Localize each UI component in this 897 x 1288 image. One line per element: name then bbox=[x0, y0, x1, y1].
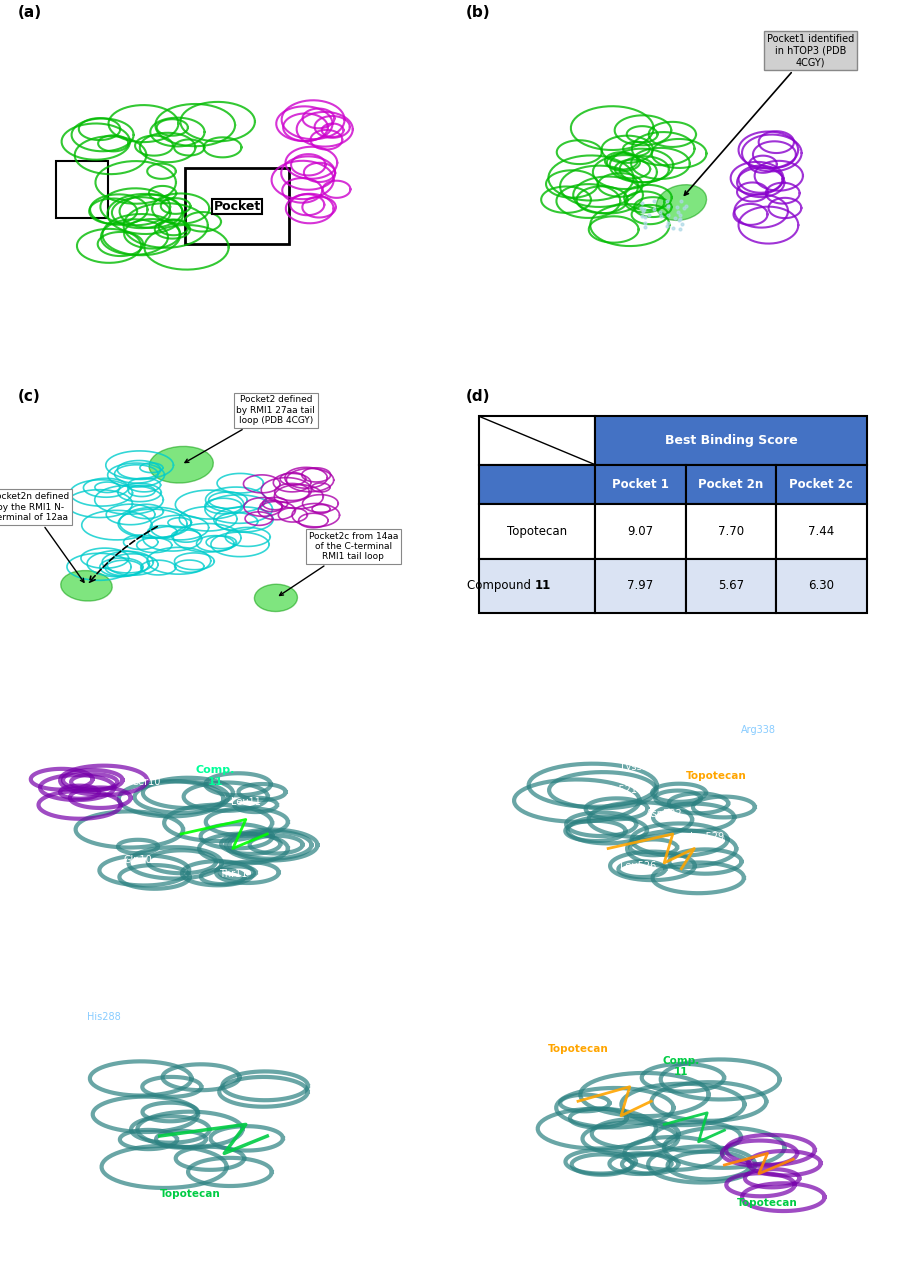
Text: Pro98: Pro98 bbox=[103, 733, 130, 743]
Text: (e): (e) bbox=[18, 698, 41, 712]
Text: 9.07: 9.07 bbox=[627, 524, 654, 538]
FancyBboxPatch shape bbox=[685, 465, 776, 504]
FancyBboxPatch shape bbox=[685, 504, 776, 559]
Text: (h): (h) bbox=[466, 994, 491, 1009]
FancyBboxPatch shape bbox=[685, 559, 776, 613]
Text: His288: His288 bbox=[87, 1012, 120, 1023]
Text: Best Binding Score: Best Binding Score bbox=[665, 434, 797, 447]
Text: Topotecan: Topotecan bbox=[737, 1198, 797, 1208]
Text: Ser132: Ser132 bbox=[57, 1145, 91, 1155]
FancyBboxPatch shape bbox=[596, 504, 685, 559]
Text: Lys334: Lys334 bbox=[622, 762, 655, 773]
Ellipse shape bbox=[61, 571, 112, 601]
Text: Ser10: Ser10 bbox=[133, 777, 161, 787]
Text: (g): (g) bbox=[18, 994, 42, 1009]
Text: Pocket2 defined
by RMI1 27aa tail
loop (PDB 4CGY): Pocket2 defined by RMI1 27aa tail loop (… bbox=[185, 395, 316, 462]
Text: Pocket2n defined
by the RMI1 N-
terminal of 12aa: Pocket2n defined by the RMI1 N- terminal… bbox=[0, 492, 84, 582]
Ellipse shape bbox=[255, 585, 298, 612]
Text: Leu526: Leu526 bbox=[620, 860, 657, 871]
Text: Pocket: Pocket bbox=[213, 200, 261, 213]
Text: 7.97: 7.97 bbox=[627, 580, 654, 592]
Text: (b): (b) bbox=[466, 5, 491, 19]
FancyBboxPatch shape bbox=[479, 465, 596, 504]
Text: Pocket 2c: Pocket 2c bbox=[789, 478, 853, 491]
Text: Val93: Val93 bbox=[189, 1233, 216, 1243]
Text: Topotecan: Topotecan bbox=[507, 524, 567, 538]
Text: Glu331: Glu331 bbox=[647, 739, 682, 750]
Text: (c): (c) bbox=[18, 389, 40, 404]
FancyBboxPatch shape bbox=[596, 416, 867, 465]
Text: Topotecan: Topotecan bbox=[685, 772, 746, 781]
Text: Pocket2c from 14aa
of the C-terminal
RMI1 tail loop: Pocket2c from 14aa of the C-terminal RMI… bbox=[280, 532, 398, 595]
Text: 5.67: 5.67 bbox=[718, 580, 744, 592]
FancyBboxPatch shape bbox=[776, 504, 867, 559]
Text: (a): (a) bbox=[18, 5, 41, 19]
FancyBboxPatch shape bbox=[479, 559, 596, 613]
Text: Lys105: Lys105 bbox=[78, 890, 112, 900]
Text: Topotecan: Topotecan bbox=[160, 1189, 220, 1199]
Text: Ala521: Ala521 bbox=[604, 786, 638, 796]
Text: Pocket 2n: Pocket 2n bbox=[698, 478, 763, 491]
FancyBboxPatch shape bbox=[596, 559, 685, 613]
FancyBboxPatch shape bbox=[479, 504, 596, 559]
Text: Lys529: Lys529 bbox=[690, 832, 724, 842]
Text: Arg338: Arg338 bbox=[741, 725, 777, 734]
FancyBboxPatch shape bbox=[596, 465, 685, 504]
Text: 7.70: 7.70 bbox=[718, 524, 744, 538]
Text: Comp.
11: Comp. 11 bbox=[663, 1056, 700, 1077]
Text: Asp522: Asp522 bbox=[646, 809, 683, 819]
Text: Leu11: Leu11 bbox=[231, 797, 261, 808]
FancyBboxPatch shape bbox=[776, 559, 867, 613]
Ellipse shape bbox=[149, 447, 213, 483]
FancyBboxPatch shape bbox=[776, 465, 867, 504]
Text: Glu265: Glu265 bbox=[301, 1029, 336, 1039]
Text: 11: 11 bbox=[535, 580, 552, 592]
Text: Leu290: Leu290 bbox=[171, 1041, 208, 1051]
FancyBboxPatch shape bbox=[479, 416, 596, 465]
Text: Pocket1 identified
in hTOP3 (PDB
4CGY): Pocket1 identified in hTOP3 (PDB 4CGY) bbox=[684, 33, 854, 196]
Text: (d): (d) bbox=[466, 389, 491, 404]
Text: Pro131: Pro131 bbox=[57, 1094, 91, 1104]
Text: Comp.
11: Comp. 11 bbox=[196, 765, 235, 787]
Text: 7.44: 7.44 bbox=[808, 524, 834, 538]
Ellipse shape bbox=[657, 184, 707, 220]
Text: Arg255: Arg255 bbox=[604, 890, 639, 900]
Text: Arg289: Arg289 bbox=[172, 1012, 207, 1023]
Text: Gln10: Gln10 bbox=[124, 855, 152, 866]
Text: Phe291: Phe291 bbox=[228, 1059, 264, 1069]
Text: Thr11: Thr11 bbox=[219, 869, 247, 880]
Text: Compound: Compound bbox=[467, 580, 535, 592]
Text: Leu210: Leu210 bbox=[314, 1145, 350, 1155]
Text: (f): (f) bbox=[466, 698, 486, 712]
Text: 6.30: 6.30 bbox=[808, 580, 834, 592]
Text: Topotecan: Topotecan bbox=[548, 1045, 608, 1054]
Text: Pocket 1: Pocket 1 bbox=[612, 478, 669, 491]
Text: Gln97: Gln97 bbox=[81, 753, 109, 764]
